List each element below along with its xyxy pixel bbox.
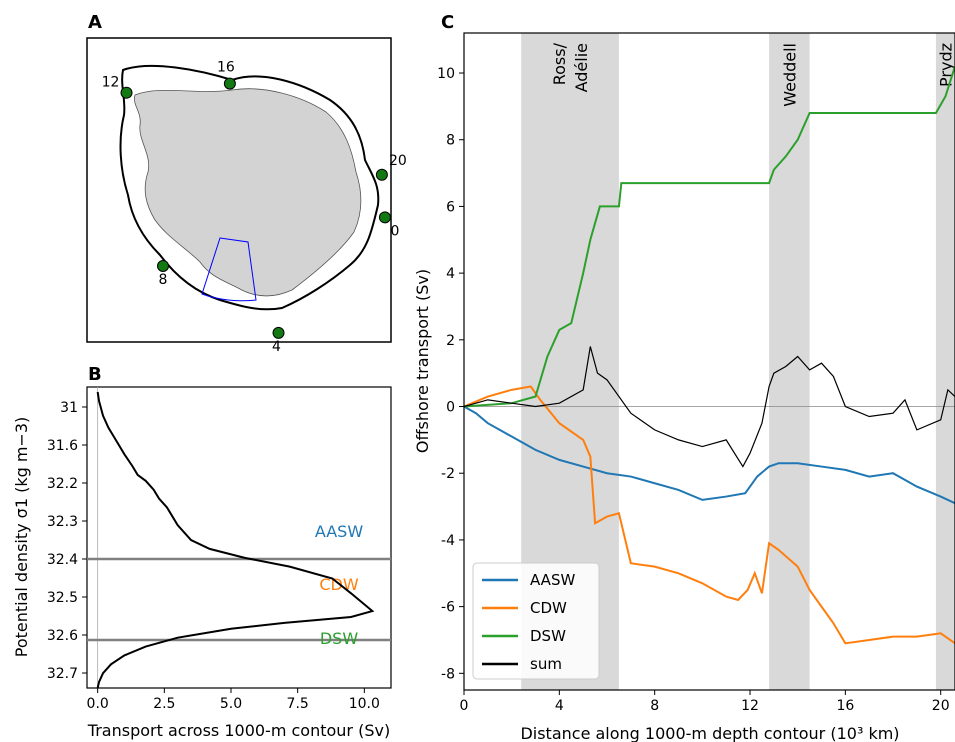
- station-marker: [120, 86, 133, 99]
- basin-shading: [769, 33, 810, 690]
- station-marker: [378, 211, 391, 224]
- panel-c: C Ross/Adélie Weddell Prydz 0 4 8 12 16 20-8-6-…: [413, 12, 955, 742]
- station-label: 16: [217, 60, 235, 76]
- series-line-cdw: [463, 385, 955, 645]
- x-tick-label: 0.0: [87, 696, 109, 712]
- panel-b: B 0.0 2.5 5.0 7.5 10.0 31 31.6 32.2 32.3 32.4 32.5…: [12, 364, 392, 740]
- x-tick-label: 0: [460, 698, 469, 714]
- y-tick-label: -8: [441, 666, 455, 682]
- y-tick-label: 32.5: [47, 590, 78, 606]
- y-tick-label: -6: [441, 600, 455, 616]
- y-tick-label: 32.2: [47, 476, 78, 492]
- y-tick-label: 10: [437, 66, 455, 82]
- panel-a-label: A: [88, 12, 102, 33]
- transport-profile-line: [96, 391, 375, 689]
- x-tick-label: 7.5: [287, 696, 309, 712]
- y-tick-label: 32.3: [47, 514, 78, 530]
- legend-box: [472, 562, 600, 680]
- y-tick-label: 0: [446, 400, 455, 416]
- x-tick-label: 16: [836, 698, 854, 714]
- basin-label: Prydz: [936, 43, 955, 87]
- series-line-sum: [463, 346, 955, 468]
- station-marker: [157, 260, 169, 272]
- y-tick-label: 32.6: [47, 628, 78, 644]
- x-tick-label: 12: [741, 698, 759, 714]
- panel-c-ylabel: Offshore transport (Sv): [413, 269, 432, 453]
- y-tick-label: 31.6: [47, 438, 78, 454]
- series-line-aasw: [463, 405, 955, 505]
- panel-c-xlabel: Distance along 1000-m depth contour (10³…: [520, 724, 899, 742]
- basin-shading: [935, 33, 955, 690]
- panel-b-xlabel: Transport across 1000-m contour (Sv): [87, 721, 390, 740]
- x-tick-label: 5.0: [220, 696, 242, 712]
- station-label: 20: [389, 153, 407, 169]
- panel-c-frame: [463, 32, 955, 691]
- x-tick-label: 20: [932, 698, 950, 714]
- y-tick-label: 2: [446, 333, 455, 349]
- legend-label: DSW: [530, 627, 566, 645]
- y-tick-label: 32.4: [47, 552, 78, 568]
- antarctic-continent: [134, 88, 362, 297]
- y-tick-label: 32.7: [47, 666, 78, 682]
- legend-label: AASW: [530, 571, 575, 589]
- y-tick-label: 6: [446, 199, 455, 215]
- station-marker: [272, 326, 285, 339]
- y-tick-label: -2: [441, 466, 455, 482]
- series-line-dsw: [463, 66, 955, 408]
- basin-label: Weddell: [780, 43, 799, 107]
- y-tick-label: -4: [441, 533, 455, 549]
- y-tick-label: 31: [60, 400, 78, 416]
- y-tick-label: 8: [446, 133, 455, 149]
- x-tick-label: 2.5: [153, 696, 175, 712]
- ross-region-box: [201, 237, 257, 302]
- y-tick-label: 4: [446, 266, 455, 282]
- x-tick-label: 8: [650, 698, 659, 714]
- station-label: 4: [272, 339, 281, 355]
- x-tick-label: 10.0: [349, 696, 380, 712]
- water-mass-label: AASW: [315, 522, 363, 541]
- station-label: 12: [102, 75, 120, 91]
- basin-label: Adélie: [572, 43, 591, 92]
- station-label: 8: [159, 272, 168, 288]
- basin-label: Ross/: [550, 42, 569, 85]
- legend-label: sum: [530, 655, 562, 673]
- station-marker: [375, 168, 388, 181]
- station-marker: [223, 77, 236, 90]
- panel-b-label: B: [88, 364, 102, 385]
- station-label: 0: [390, 223, 399, 239]
- panel-a: A 12 16 20 0 8 4: [86, 12, 407, 355]
- x-tick-label: 4: [555, 698, 564, 714]
- panel-c-label: C: [441, 12, 454, 33]
- panel-b-frame: [86, 386, 392, 689]
- water-mass-label: DSW: [320, 629, 358, 648]
- panel-b-ylabel: Potential density σ1 (kg m−3): [12, 417, 31, 658]
- legend-label: CDW: [530, 599, 567, 617]
